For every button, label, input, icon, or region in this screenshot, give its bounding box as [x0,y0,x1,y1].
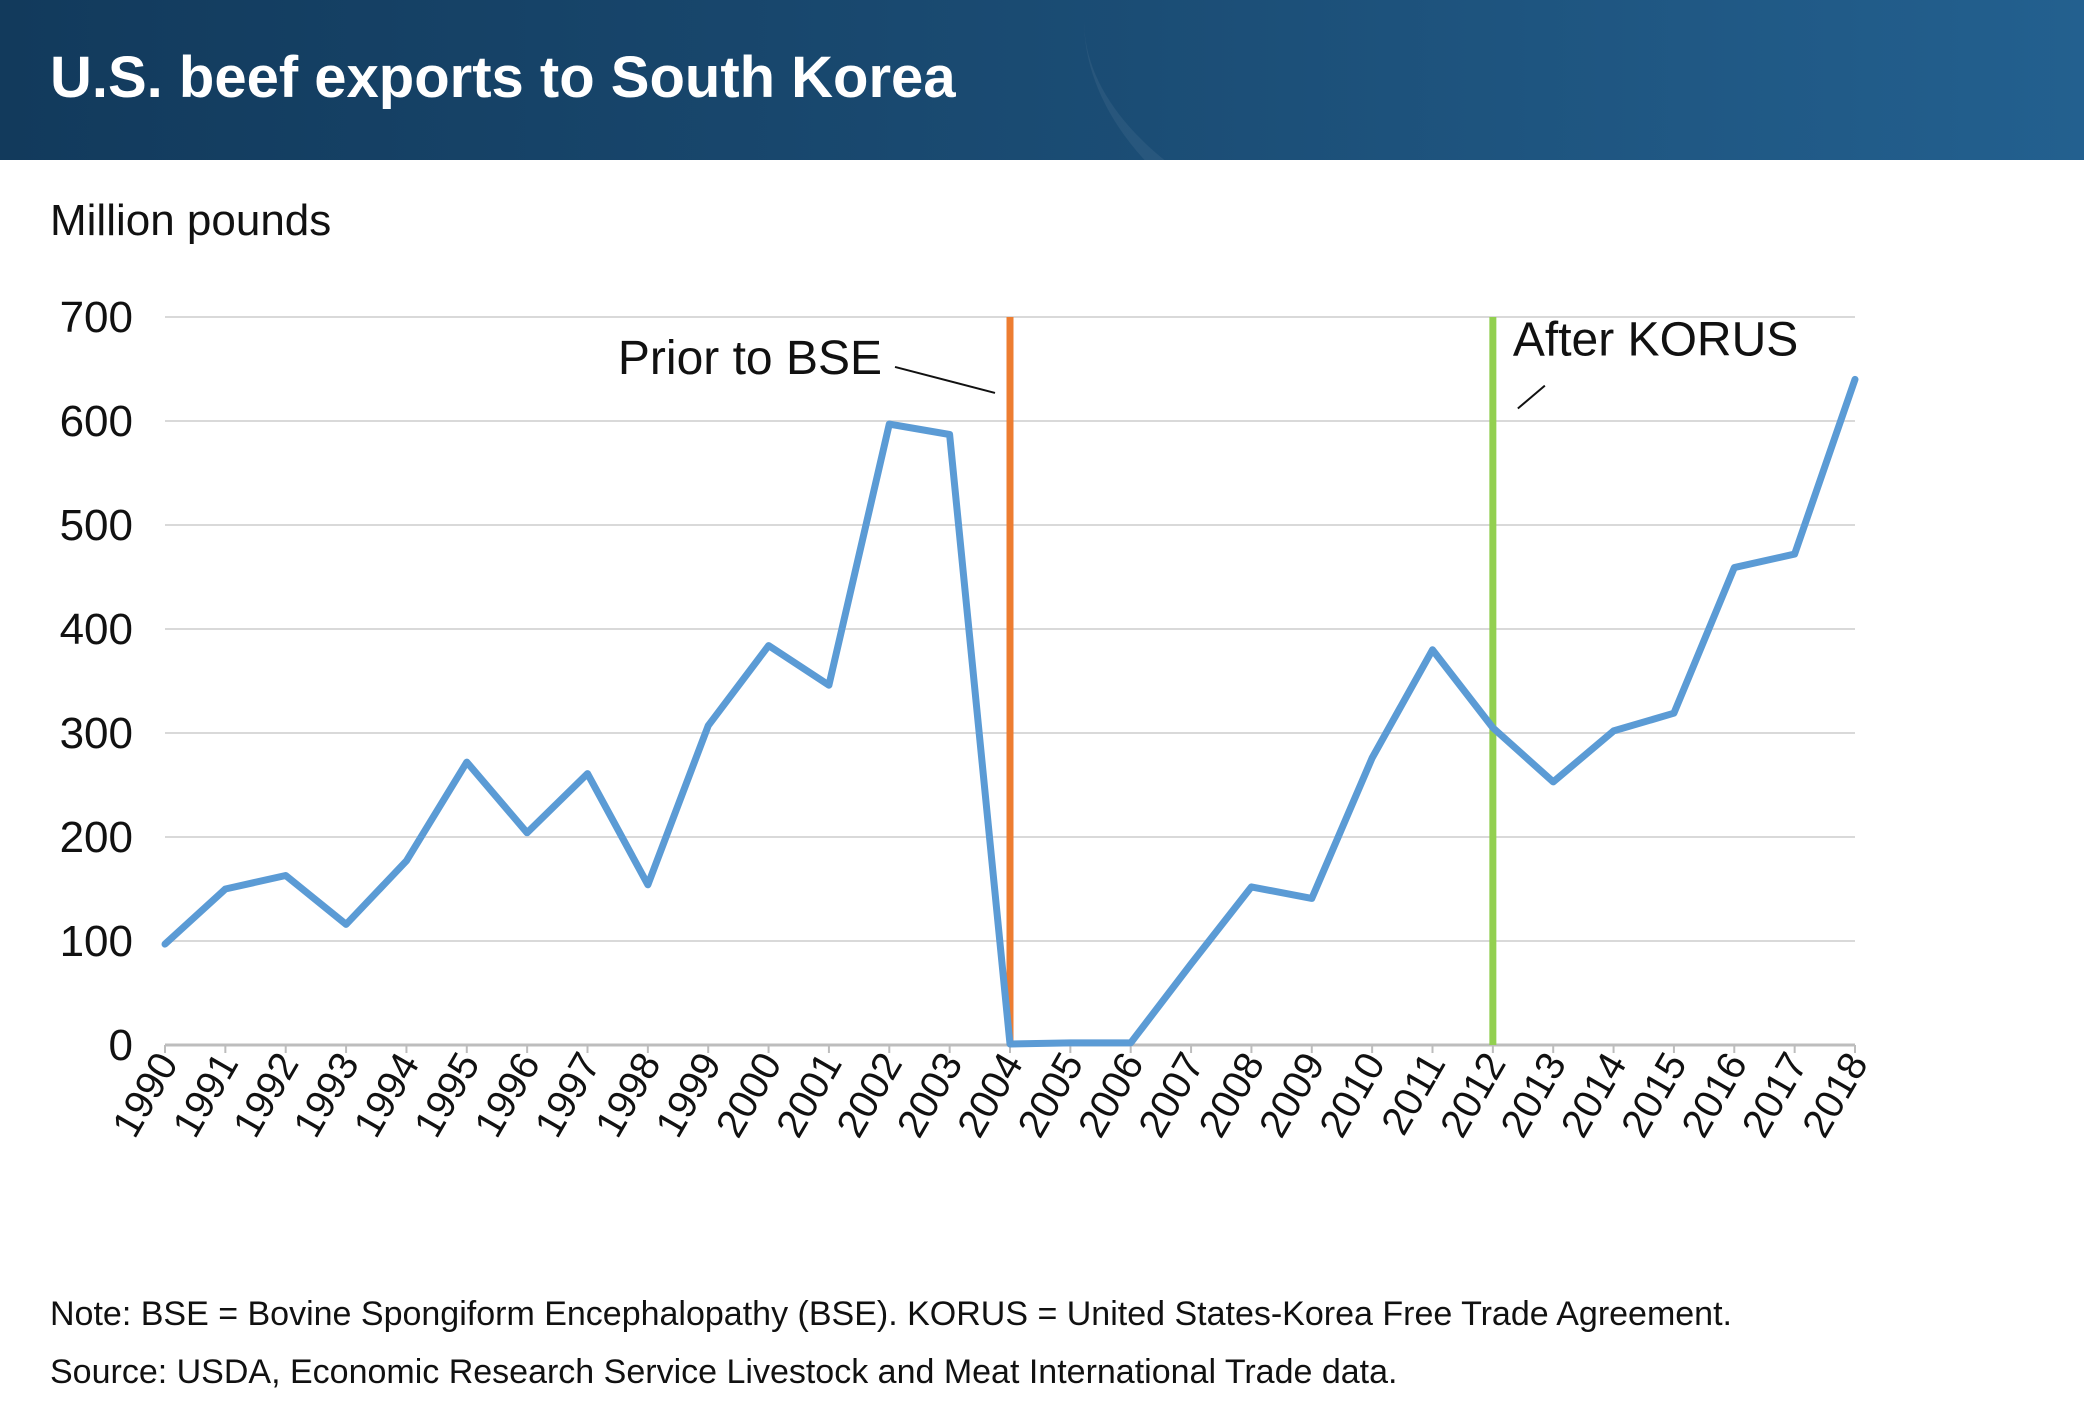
header-banner: U.S. beef exports to South Korea [0,0,2084,160]
y-axis-label: Million pounds [50,196,331,245]
x-tick-label: 2003 [889,1046,972,1145]
annotation-leader [1517,384,1546,410]
x-tick-label: 1997 [527,1046,610,1145]
y-tick-label: 600 [60,397,133,446]
y-tick-label: 300 [60,709,133,758]
x-tick-labels: 1990199119921993199419951996199719981999… [104,1046,1877,1145]
x-tick-label: 1996 [466,1046,549,1145]
x-tick-label: 1998 [587,1046,670,1145]
x-tick-label: 2013 [1492,1046,1575,1145]
x-tick-label: 2006 [1070,1046,1153,1145]
y-tick-label: 200 [60,813,133,862]
y-tick-labels: 0 100 200 300 400 500 600 700 [60,293,133,1070]
x-tick-label: 2002 [828,1046,911,1145]
x-tick-label: 1993 [285,1046,368,1145]
y-tick-label: 400 [60,605,133,654]
x-tick-label: 2017 [1734,1046,1817,1145]
x-tick-label: 2004 [949,1046,1032,1145]
source-text: Source: USDA, Economic Research Service … [50,1353,1398,1391]
x-tick-label: 2014 [1553,1046,1636,1145]
y-tick-label: 700 [60,293,133,342]
chart-title: U.S. beef exports to South Korea [50,45,956,110]
notes-block: Note: BSE = Bovine Spongiform Encephalop… [50,1285,1732,1401]
y-tick-label: 0 [109,1021,133,1070]
x-tick-label: 2012 [1432,1046,1515,1145]
header-swoosh-decoration [1084,0,2084,160]
x-tick-label: 1995 [406,1046,489,1145]
line-chart: Million pounds 0 100 200 300 400 500 600 700 19… [50,196,1877,1145]
x-tick-label: 1994 [346,1046,429,1145]
x-tick-label: 2015 [1613,1046,1696,1145]
x-tick-label: 2001 [768,1046,851,1145]
y-tick-label: 100 [60,917,133,966]
x-tick-label: 2007 [1130,1046,1213,1145]
x-tick-label: 2009 [1251,1046,1334,1145]
x-tick-label: 2010 [1311,1046,1394,1145]
x-tick-label: 1992 [225,1046,308,1145]
y-tick-label: 500 [60,501,133,550]
x-tick-label: 1999 [647,1046,730,1145]
annotations: Prior to BSE After KORUS [618,313,1798,1045]
annotation-leader [894,365,996,394]
series-group [161,375,1859,1048]
x-tick-label: 2000 [708,1046,791,1145]
note-text: Note: BSE = Bovine Spongiform Encephalop… [50,1295,1732,1333]
x-tick-label: 1991 [165,1046,248,1145]
series-line [161,375,1859,1048]
x-tick-label: 2005 [1010,1046,1093,1145]
x-tick-label: 2018 [1794,1046,1877,1145]
x-tick-label: 2008 [1191,1046,1274,1145]
annotation-label: Prior to BSE [618,332,882,385]
x-tick-label: 2016 [1673,1046,1756,1145]
annotation-label: After KORUS [1513,313,1798,366]
